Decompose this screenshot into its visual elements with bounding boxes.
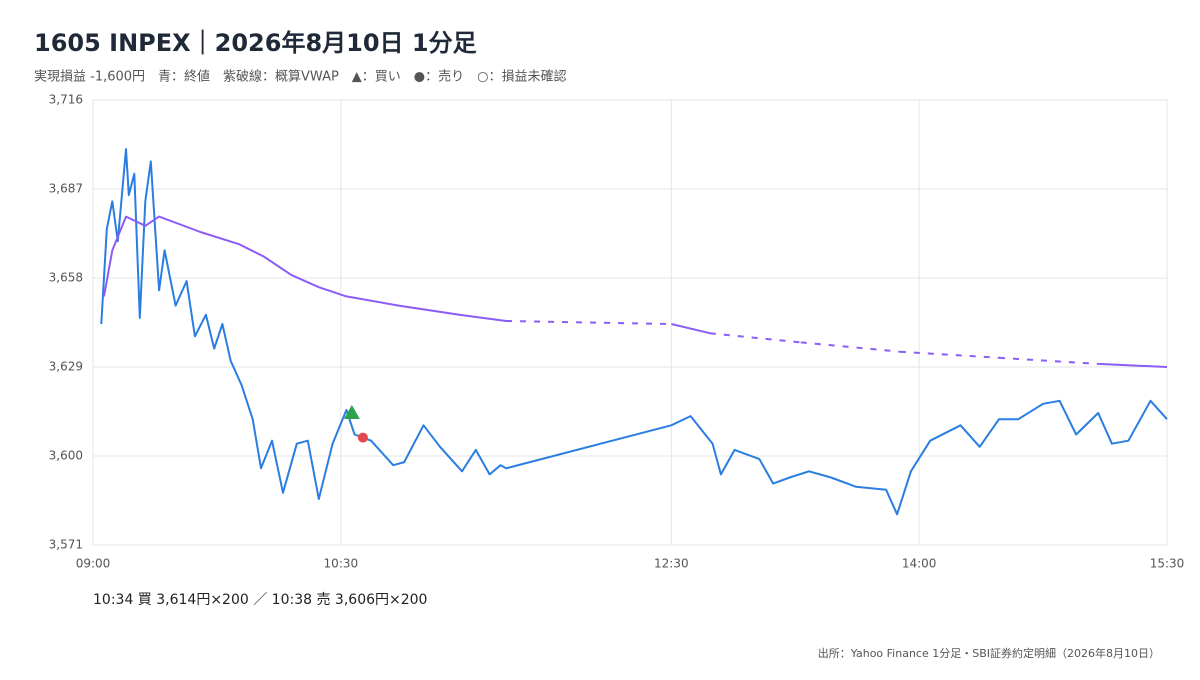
chart-subtitle: 実現損益 -1,600円 青：終値 紫破線：概算VWAP ▲：買い ●：売り ○… (34, 69, 567, 85)
source: 出所：Yahoo Finance 1分足・SBI証券約定明細（2026年8月10… (818, 646, 1160, 660)
x-tick-label: 10:30 (324, 557, 359, 571)
gap-dash (998, 356, 1099, 366)
trade-note: 10:34 買 3,614円×200 ／ 10:38 売 3,606円×200 (93, 592, 427, 608)
y-tick-label: 3,571 (49, 538, 83, 552)
y-tick-label: 3,716 (49, 93, 83, 107)
y-tick-label: 3,687 (49, 182, 83, 196)
x-tick-label: 14:00 (902, 557, 937, 571)
x-tick-label: 12:30 (654, 557, 689, 571)
series-line (103, 215, 1168, 368)
buy-marker (343, 405, 360, 420)
chart-title: 1605 INPEX｜2026年8月10日 1分足 (34, 29, 477, 57)
gap-dash (899, 350, 1000, 360)
x-tick-label: 09:00 (76, 557, 111, 571)
series-line (100, 148, 1168, 516)
gap-dash (506, 319, 672, 326)
gap-dash (709, 331, 801, 344)
x-tick-label: 15:30 (1150, 557, 1185, 571)
y-tick-label: 3,658 (49, 271, 83, 285)
y-tick-label: 3,600 (49, 449, 83, 463)
sell-marker (357, 432, 368, 443)
y-tick-label: 3,629 (49, 360, 83, 374)
gap-dash (800, 340, 901, 354)
